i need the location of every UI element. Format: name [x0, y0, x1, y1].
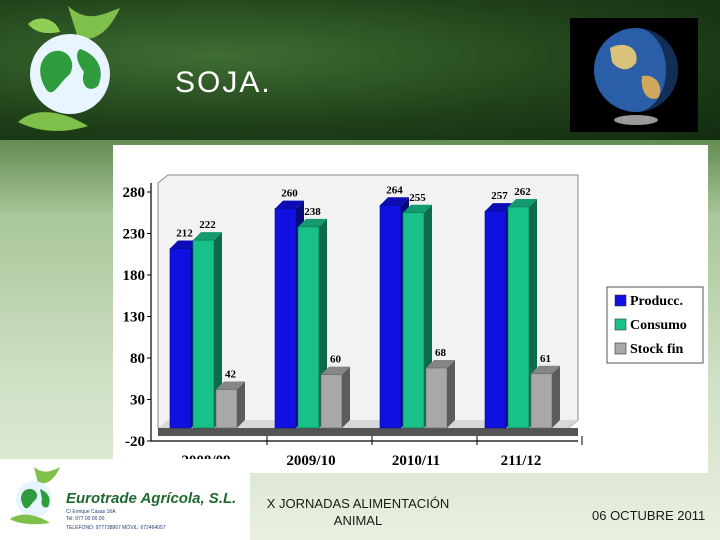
- bar-consumo-2: [402, 212, 425, 429]
- bar-top: [298, 218, 327, 227]
- x-category-label: 2010/11: [392, 453, 440, 469]
- bar-top: [170, 240, 199, 249]
- bar-value-label: 222: [199, 219, 216, 231]
- legend-swatch-stock: [614, 342, 627, 355]
- y-tick-label: 80: [130, 351, 145, 367]
- chart-legend: Producc. Consumo Stock fin: [606, 286, 704, 364]
- footer-company-logo: Eurotrade Agrícola, S.L. C/ Enrique Casa…: [0, 459, 250, 540]
- legend-label-stock: Stock fin: [630, 342, 684, 357]
- bar-side: [552, 365, 560, 428]
- footer-date: 06 OCTUBRE 2011: [592, 508, 706, 523]
- bar-top: [403, 204, 432, 213]
- chart-floor: [158, 420, 578, 428]
- chart-floor-edge: [158, 428, 578, 436]
- bar-value-label: 255: [409, 192, 426, 204]
- bar-top: [531, 365, 560, 374]
- bar-value-label: 68: [435, 347, 447, 359]
- x-category-label: 211/12: [501, 453, 542, 469]
- green-globe-logo-icon: [18, 6, 120, 131]
- footer-brand-name: Eurotrade Agrícola, S.L.: [66, 490, 237, 507]
- bar-producc--1: [274, 208, 297, 429]
- bar-side: [342, 366, 350, 428]
- footer-address-line-1: C/ Enrique Casas 16A: [66, 509, 116, 515]
- legend-label-producc: Producc.: [630, 294, 683, 309]
- chart-panel: -20 30 80 130 180 230 280 212 222 42 260 238 60 264 2…: [113, 145, 708, 473]
- bar-value-label: 262: [514, 186, 531, 198]
- bar-top: [193, 232, 222, 241]
- legend-swatch-producc: [614, 294, 627, 307]
- bar-top: [380, 197, 409, 206]
- bar-side: [214, 232, 222, 428]
- slide-title: SOJA.: [175, 66, 272, 99]
- bar-stock-fin-2: [425, 367, 448, 429]
- bar-stock-fin-3: [530, 373, 553, 429]
- bar-top: [321, 366, 350, 375]
- y-tick-label: 130: [123, 310, 146, 326]
- globe-photo-icon: [570, 18, 698, 132]
- bar-top: [216, 381, 245, 390]
- bar-producc--3: [484, 210, 507, 429]
- slide-header: SOJA.: [0, 0, 720, 140]
- bar-value-label: 61: [540, 353, 551, 365]
- soja-bar-chart: -20 30 80 130 180 230 280 212 222 42 260 238 60 264 2…: [123, 174, 704, 469]
- legend-swatch-consumo: [614, 318, 627, 331]
- bar-top: [485, 203, 514, 212]
- bar-consumo-3: [507, 206, 530, 429]
- footer-event-line-2: ANIMAL: [333, 513, 383, 528]
- y-tick-label: 180: [123, 268, 146, 284]
- footer-globe-logo-icon: [10, 467, 60, 525]
- bar-side: [447, 359, 455, 428]
- footer-event-name: X JORNADAS ALIMENTACIÓN ANIMAL: [248, 495, 468, 529]
- bar-top: [275, 200, 304, 209]
- y-tick-label: 230: [123, 227, 146, 243]
- bar-value-label: 264: [386, 184, 403, 196]
- x-category-label: 2009/10: [286, 453, 335, 469]
- bar-value-label: 60: [330, 354, 342, 366]
- bar-consumo-1: [297, 226, 320, 429]
- bar-producc--0: [169, 248, 192, 429]
- bar-value-label: 212: [176, 227, 193, 239]
- y-tick-label: 30: [130, 393, 145, 409]
- y-tick-label: -20: [125, 434, 145, 450]
- bar-value-label: 42: [225, 369, 237, 381]
- bar-value-label: 257: [491, 190, 508, 202]
- legend-label-consumo: Consumo: [630, 318, 687, 333]
- bar-value-label: 238: [304, 206, 321, 218]
- y-tick-label: 280: [123, 185, 146, 201]
- footer-address-line-2: Tel: 977 00 00 00: [66, 516, 105, 522]
- footer-event-line-1: X JORNADAS ALIMENTACIÓN: [266, 496, 450, 511]
- bar-stock-fin-1: [320, 374, 343, 429]
- bar-consumo-0: [192, 239, 215, 429]
- bar-top: [508, 198, 537, 207]
- bar-top: [426, 359, 455, 368]
- bar-stock-fin-0: [215, 389, 238, 429]
- bar-producc--2: [379, 204, 402, 429]
- bar-side: [237, 381, 245, 428]
- footer-phone-line: TELÉFONO: 977738867 MÓVIL: 672464057: [66, 525, 166, 531]
- bar-value-label: 260: [281, 188, 298, 200]
